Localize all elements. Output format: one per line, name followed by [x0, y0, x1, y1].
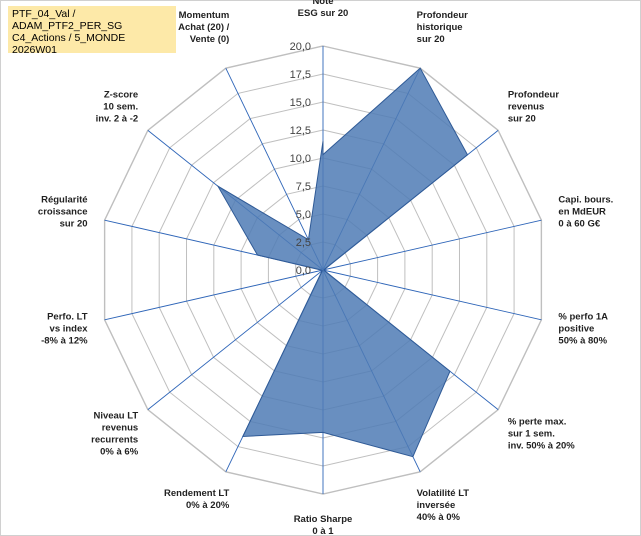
- axis-label-line: sur 20: [508, 114, 536, 125]
- axis-label: Régularité croissance sur 20: [38, 195, 88, 230]
- axis-label-line: historique: [417, 22, 463, 33]
- r-tick-label: 10,0: [290, 153, 311, 165]
- axis-label-line: Z-score: [104, 90, 138, 101]
- axis-label-line: Perfo. LT: [47, 311, 88, 322]
- axis-label-line: inv. 50% à 20%: [508, 440, 575, 451]
- axis-label-line: Note: [312, 0, 333, 7]
- axis-label-line: inv. 2 à -2: [96, 114, 139, 125]
- axis-label-line: recurrents: [91, 434, 138, 445]
- r-tick-label: 5,0: [296, 209, 311, 221]
- axis-label-line: vs index: [50, 323, 89, 334]
- axis-label-line: 0% à 6%: [100, 446, 139, 457]
- axis-label-line: Profondeur: [417, 10, 468, 21]
- axis-label-line: en MdEUR: [558, 207, 606, 218]
- axis-label-line: sur 20: [417, 34, 445, 45]
- axis-label: Niveau LT revenus recurrents 0% à 6%: [91, 410, 139, 457]
- axis-label-line: 0 à 60 G€: [558, 219, 600, 230]
- axis-label-line: croissance: [38, 207, 88, 218]
- period-label: 2026W01: [12, 44, 57, 56]
- axis-label-line: % perte max.: [508, 416, 567, 427]
- axis-label-line: 50% à 80%: [558, 335, 607, 346]
- axis-spoke: [104, 269, 324, 321]
- r-tick-label: 2,5: [296, 237, 311, 249]
- axis-spoke: [147, 269, 324, 411]
- axis-label-line: revenus: [102, 422, 138, 433]
- r-tick-label: 15,0: [290, 97, 311, 109]
- axis-spoke: [322, 269, 542, 321]
- r-tick-label: 12,5: [290, 125, 311, 137]
- axis-label: Perfo. LT vs index -8% à 12%: [41, 311, 88, 346]
- axis-label-line: Régularité: [41, 195, 87, 206]
- axis-label-line: Ratio Sharpe: [294, 514, 353, 525]
- r-tick-label: 20,0: [290, 41, 311, 53]
- axis-label: Profondeur revenus sur 20: [508, 90, 559, 125]
- axis-label-line: -8% à 12%: [41, 335, 88, 346]
- axis-label: Ratio Sharpe 0 à 1: [294, 514, 353, 536]
- r-tick-label: 17,5: [290, 69, 311, 81]
- radar-series: [216, 67, 469, 458]
- axis-label: Rendement LT 0% à 20%: [164, 488, 230, 511]
- portfolio-name: PTF_04_Val / ADAM_PTF2_PER_SG: [12, 8, 123, 32]
- r-tick-label: 0,0: [296, 265, 311, 277]
- axis-label-line: 0 à 1: [312, 526, 334, 536]
- axis-label: Profondeur historique sur 20: [417, 10, 468, 45]
- axis-label: Z-score 10 sem. inv. 2 à -2: [96, 90, 139, 125]
- axis-label-line: Niveau LT: [93, 410, 138, 421]
- asset-class: C4_Actions / 5_MONDE: [12, 32, 126, 44]
- axis-label-line: revenus: [508, 102, 544, 113]
- axis-spoke: [322, 219, 542, 271]
- axis-label-line: 0% à 20%: [186, 500, 230, 511]
- axis-label-line: 10 sem.: [103, 102, 138, 113]
- axis-label-line: 40% à 0%: [417, 512, 461, 523]
- axis-label: Volatilité LT inversée 40% à 0%: [417, 488, 470, 523]
- axis-label-line: ESG sur 20: [298, 8, 349, 19]
- axis-label-line: Volatilité LT: [417, 488, 470, 499]
- radial-tick-labels: 0,0 2,5 5,0 7,5 10,0 12,5 15,0 17,5 20,0: [290, 41, 311, 277]
- axis-label-line: Capi. bours.: [558, 195, 613, 206]
- axis-label-line: inversée: [417, 500, 456, 511]
- axis-spoke: [225, 67, 324, 271]
- axis-label-line: positive: [558, 323, 594, 334]
- series-area: [216, 67, 469, 458]
- axis-label-line: sur 1 sem.: [508, 428, 555, 439]
- portfolio-info-box: PTF_04_Val / ADAM_PTF2_PER_SG C4_Actions…: [8, 6, 176, 56]
- axis-label: Capi. bours. en MdEUR 0 à 60 G€: [558, 195, 613, 230]
- axis-label-line: Achat (20) /: [178, 22, 230, 33]
- axis-label-line: Vente (0): [190, 34, 230, 45]
- axis-label: % perte max. sur 1 sem. inv. 50% à 20%: [508, 416, 575, 451]
- axis-label: Note ESG sur 20: [298, 0, 349, 19]
- axis-label: Momentum Achat (20) / Vente (0): [178, 10, 230, 45]
- axis-label-line: Momentum: [179, 10, 230, 21]
- axis-label-line: % perfo 1A: [558, 311, 608, 322]
- axis-label-line: Rendement LT: [164, 488, 229, 499]
- axis-labels: Note ESG sur 20 Profondeur historique sur 20…: [38, 0, 613, 536]
- axis-label-line: Profondeur: [508, 90, 559, 101]
- axis-label-line: sur 20: [60, 219, 88, 230]
- axis-label: % perfo 1A positive 50% à 80%: [558, 311, 608, 346]
- r-tick-label: 7,5: [296, 181, 311, 193]
